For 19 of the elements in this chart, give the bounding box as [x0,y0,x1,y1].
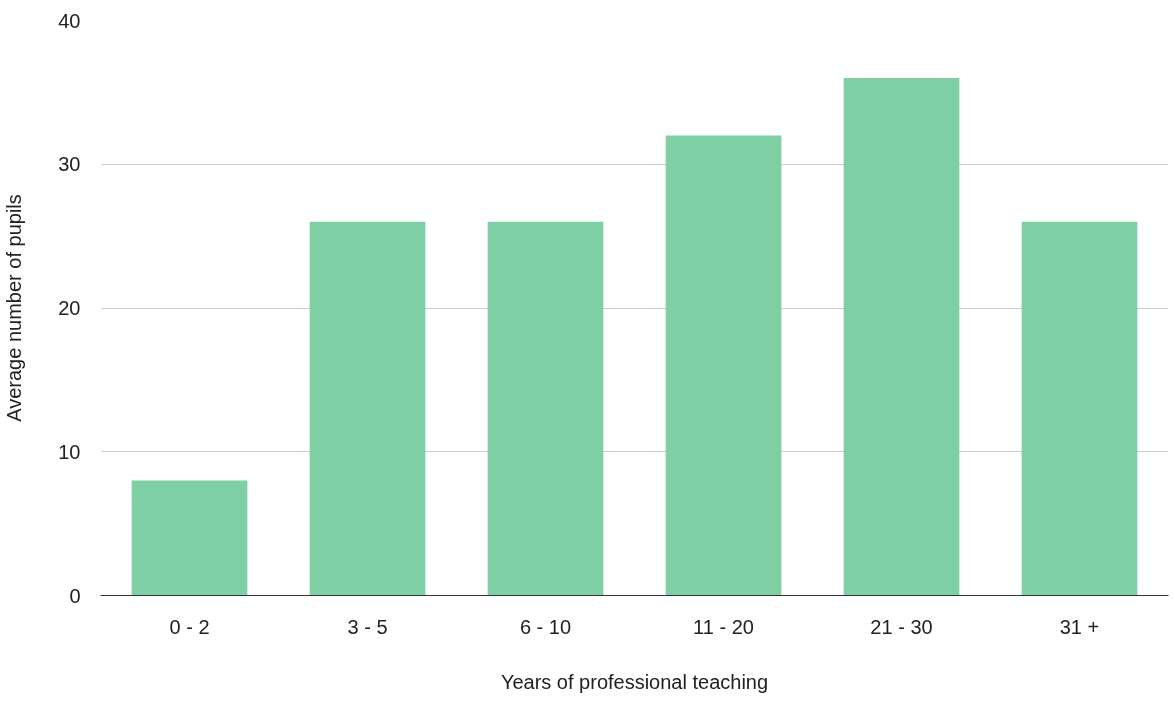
x-axis-title: Years of professional teaching [500,670,769,693]
bar [309,221,426,596]
bar [665,135,782,596]
y-tick-label: 20 [58,297,81,319]
x-tick-label: 3 - 5 [347,615,388,638]
y-tick-label: 10 [58,440,81,463]
y-axis-title: Average number of pupils [3,194,26,422]
y-tick-label: 0 [69,584,81,607]
x-tick-label: 6 - 10 [519,615,572,638]
y-tick-label: 30 [58,153,81,176]
x-tick-label: 21 - 30 [870,615,933,638]
bar [131,480,248,596]
y-tick-label: 40 [58,9,81,32]
bar [1021,221,1138,596]
bar [487,221,604,596]
x-tick-label: 11 - 20 [693,615,754,638]
bar [843,78,960,596]
x-tick-label: 31 + [1059,615,1100,638]
x-tick-label: 0 - 2 [169,615,210,638]
